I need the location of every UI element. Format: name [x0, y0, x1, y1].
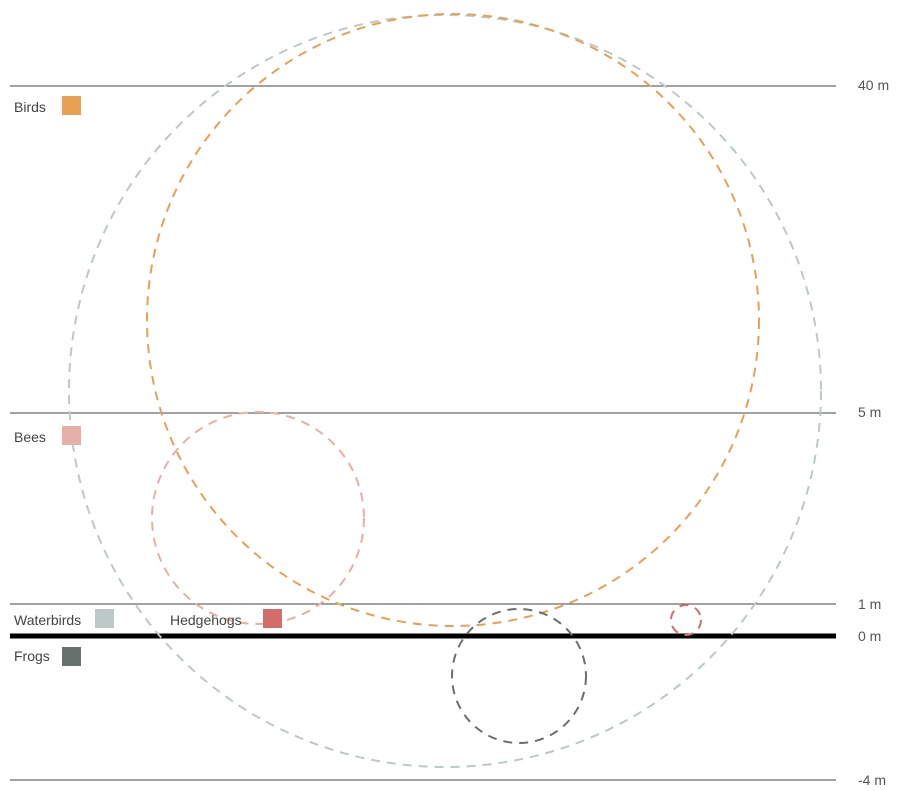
legend-label-frogs: Frogs: [14, 648, 50, 664]
legend-swatch-birds: [62, 96, 81, 115]
legend-swatch-hedgehogs: [263, 609, 282, 628]
habitat-circle-frogs: [451, 608, 587, 744]
legend-bees: Bees: [14, 426, 81, 445]
legend-hedgehogs: Hedgehogs: [170, 609, 282, 628]
level-label-1m: 1 m: [858, 596, 881, 612]
habitat-circle-waterbirds: [68, 14, 822, 768]
habitat-circle-hedgehogs: [670, 604, 702, 636]
legend-label-birds: Birds: [14, 99, 46, 115]
level-label-5m: 5 m: [858, 404, 881, 420]
legend-swatch-bees: [62, 426, 81, 445]
legend-birds: Birds: [14, 96, 81, 115]
legend-swatch-waterbirds: [95, 609, 114, 628]
legend-frogs: Frogs: [14, 647, 81, 666]
level-label-minus4m: -4 m: [858, 772, 886, 788]
habitat-circle-birds: [146, 13, 760, 627]
legend-waterbirds: Waterbirds: [14, 609, 114, 628]
legend-label-waterbirds: Waterbirds: [14, 612, 81, 628]
level-label-0m: 0 m: [858, 628, 881, 644]
legend-swatch-frogs: [62, 647, 81, 666]
level-label-40m: 40 m: [858, 77, 889, 93]
legend-label-bees: Bees: [14, 429, 46, 445]
legend-label-hedgehogs: Hedgehogs: [170, 612, 242, 628]
habitat-circle-bees: [151, 411, 365, 625]
